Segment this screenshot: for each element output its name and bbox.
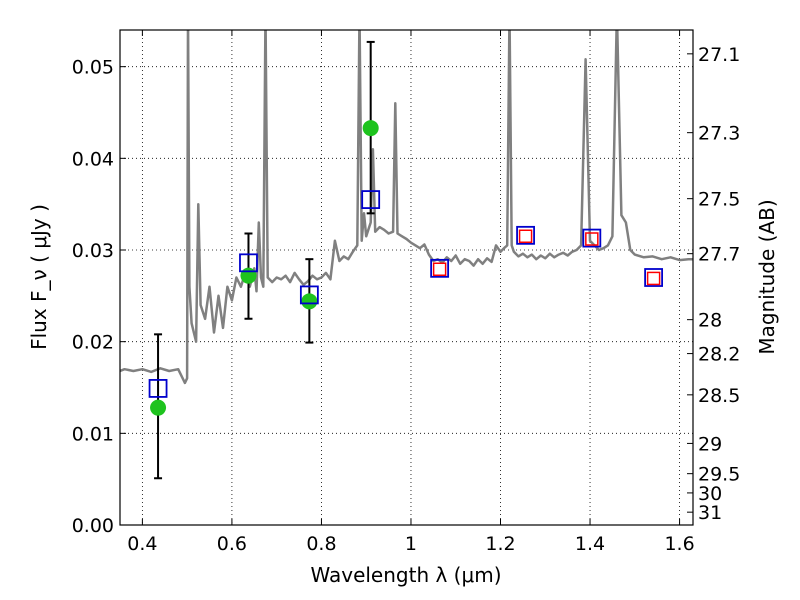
x-tick-label: 1.6 [664,533,694,555]
tick-labels: 0.4 0.6 0.8 1 1.2 1.4 1.6 0.00 0.01 0.02 0.03 0.04 0… [72,44,741,555]
x-tick-label: 1 [405,533,417,555]
y-tick-label: 0.05 [72,57,114,79]
upper-limit-square [518,229,533,243]
magnitude-tick-label: 31 [698,502,722,524]
y-tick-label: 0.01 [72,423,114,445]
model-flux-square [644,268,664,287]
model-flux-square [430,258,450,278]
model-flux-square [516,225,535,245]
ticks [120,30,693,526]
x-tick-label: 1.2 [485,533,515,555]
plot-background [120,30,693,525]
markers [148,120,664,416]
magnitude-tick-label: 28.5 [698,385,740,407]
magnitude-tick-label: 27.3 [698,123,740,145]
magnitude-tick-label: 27.5 [698,189,740,211]
magnitude-tick-label: 28 [698,310,722,332]
magnitude-tick-label: 27.7 [698,244,740,266]
x-axis-label: Wavelength λ (μm) [310,563,501,587]
model-flux-square [148,379,168,398]
grid [120,30,693,526]
spectrum-line [120,30,693,385]
magnitude-tick-label: 27.1 [698,44,740,66]
x-tick-label: 1.4 [575,533,605,555]
measured-flux-point [301,293,318,310]
measured-flux-point [362,120,379,137]
y-tick-label: 0.03 [72,240,114,262]
magnitude-tick-label: 29 [698,433,722,455]
model-flux-square [299,285,319,305]
y-axis-label: Flux F_ν ( μJy ) [27,204,51,350]
magnitude-tick-label: 28.2 [698,344,740,366]
x-tick-label: 0.6 [217,533,247,555]
right-axis-label: Magnitude (AB) [755,199,779,354]
measured-flux-point [150,399,167,416]
measured-flux-point [240,267,257,284]
magnitude-tick-label: 30 [698,483,722,505]
model-flux-square [361,190,381,209]
upper-limit-square [432,262,447,276]
model-flux-square [239,253,258,273]
plot-area [120,30,693,385]
y-tick-label: 0.04 [72,148,114,170]
y-tick-label: 0.02 [72,332,114,354]
magnitude-tick-label: 29.5 [698,464,740,486]
upper-limit-square [646,271,661,286]
upper-limit-square [585,232,599,246]
model-flux-square [582,228,602,248]
plot-frame [119,29,694,526]
x-tick-label: 0.4 [127,533,157,555]
y-tick-label: 0.00 [72,515,114,537]
x-tick-label: 0.8 [306,533,336,555]
